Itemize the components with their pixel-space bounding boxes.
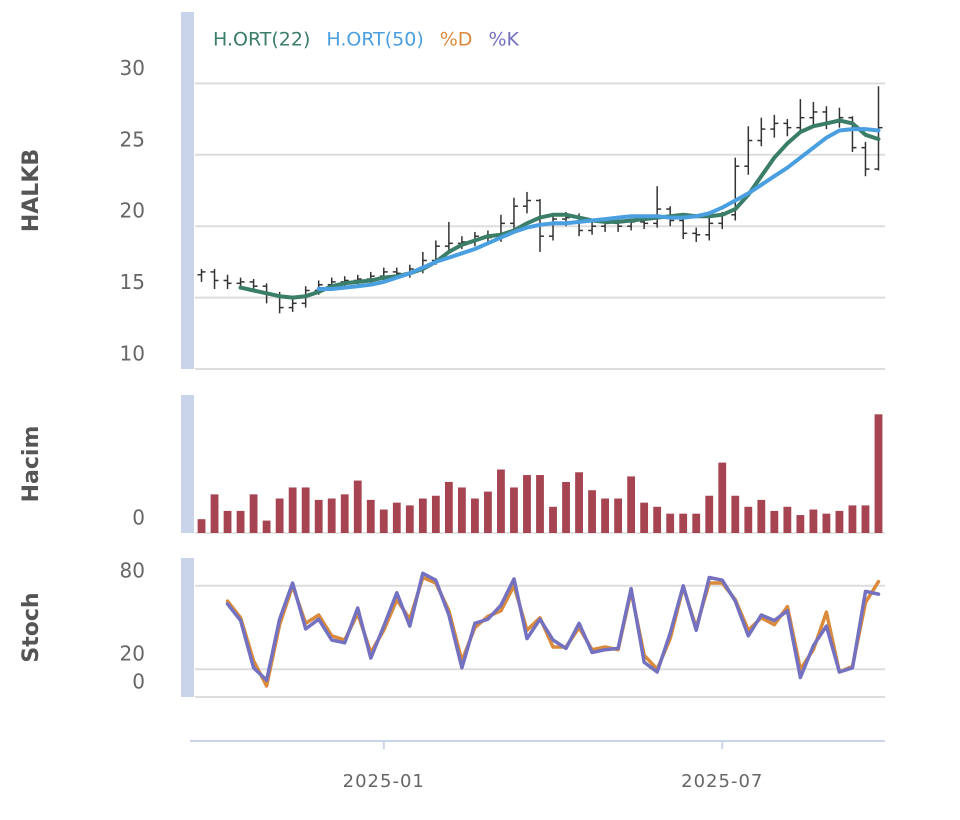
bar — [314, 499, 323, 533]
y-tick-label: 20 — [120, 199, 145, 223]
bar — [223, 510, 232, 533]
bar — [796, 515, 805, 533]
bar — [379, 509, 388, 533]
bar — [249, 494, 258, 533]
bar — [262, 520, 271, 533]
bar — [640, 502, 649, 533]
bar — [562, 481, 570, 533]
bar — [418, 498, 427, 533]
bar — [549, 506, 557, 533]
bar — [523, 475, 531, 533]
axis-label: Stoch — [19, 592, 44, 662]
bar — [471, 498, 479, 533]
bar — [497, 469, 505, 533]
legend-entry: H.ORT(50) — [326, 29, 423, 51]
bar — [757, 499, 766, 533]
bar — [679, 513, 688, 533]
bar — [601, 498, 609, 533]
bar — [744, 506, 753, 533]
bar — [614, 498, 623, 533]
bar — [705, 495, 714, 533]
bar — [484, 491, 492, 533]
bar — [327, 498, 336, 533]
bar — [392, 502, 401, 533]
y-tick-label: 10 — [120, 342, 145, 366]
x-tick-label: 2025-07 — [681, 771, 763, 792]
axis-strip — [181, 12, 194, 369]
axis-strip — [181, 558, 194, 697]
bar — [405, 505, 414, 533]
bar — [340, 494, 349, 533]
legend-entry: H.ORT(22) — [213, 29, 310, 51]
axis-label: Hacim — [19, 426, 44, 503]
y-tick-label: 0 — [132, 670, 145, 694]
legend-entry: %D — [440, 29, 473, 51]
x-tick-label: 2025-01 — [343, 771, 425, 792]
bar — [575, 472, 583, 533]
bar — [822, 513, 831, 533]
bar — [861, 505, 870, 533]
y-tick-label: 20 — [120, 642, 145, 666]
legend-entry: %K — [488, 29, 519, 51]
bar — [236, 510, 245, 533]
bar — [353, 480, 362, 533]
bar — [275, 498, 284, 533]
series-line — [238, 118, 881, 300]
y-tick-label: 0 — [132, 506, 145, 530]
bar — [197, 519, 206, 533]
bar — [536, 475, 544, 533]
bar — [653, 506, 662, 533]
y-tick-label: 80 — [120, 558, 145, 582]
bar — [627, 476, 636, 533]
series-line — [225, 575, 881, 688]
bar — [809, 509, 818, 533]
bar — [210, 494, 219, 533]
bar — [666, 513, 675, 533]
bar — [431, 495, 440, 533]
bar — [718, 462, 727, 533]
bar — [366, 499, 375, 533]
bar — [288, 487, 297, 533]
bar — [731, 495, 740, 533]
bar — [510, 487, 518, 533]
bar — [301, 487, 310, 533]
axis-strip — [181, 395, 194, 533]
y-tick-label: 15 — [120, 270, 145, 294]
series-line — [225, 571, 881, 683]
axis-label: HALKB — [19, 149, 44, 232]
bar — [848, 505, 857, 533]
bar — [835, 510, 844, 533]
y-tick-label: 30 — [120, 56, 145, 80]
bar — [457, 487, 466, 533]
bar — [692, 513, 701, 533]
y-tick-label: 25 — [120, 127, 145, 151]
bar — [770, 510, 779, 533]
bar — [874, 414, 883, 533]
series-line — [316, 127, 881, 291]
bar — [444, 481, 453, 533]
bar — [783, 506, 792, 533]
bar — [588, 490, 596, 533]
